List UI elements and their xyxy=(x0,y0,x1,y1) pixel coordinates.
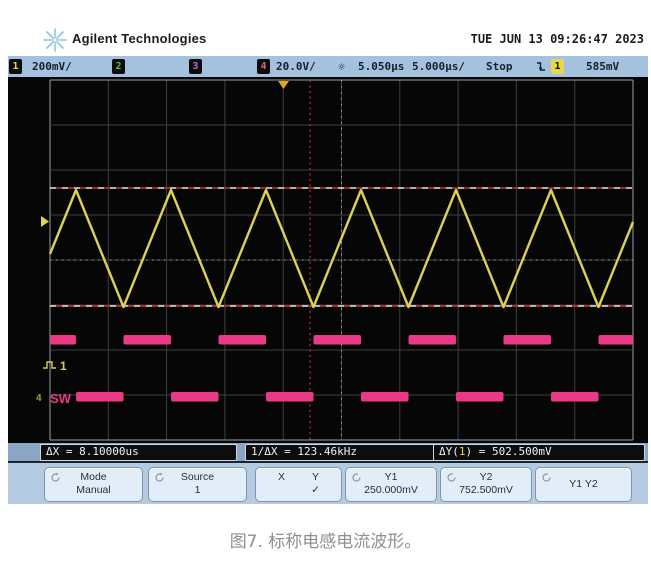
softkey-y2[interactable]: Y2 752.500mV xyxy=(440,467,532,502)
waveform-display: 1 4 SW xyxy=(8,77,648,443)
delta-x-readout: ΔX = 8.10000us xyxy=(40,444,237,461)
softkey-x-label: X xyxy=(277,471,285,483)
softkey-y1y2[interactable]: Y1 Y2 xyxy=(535,467,632,502)
softkey-bar: Mode Manual Source 1 X Y ✓ Y1 250.000mV xyxy=(8,461,648,504)
trigger-position-marker-icon xyxy=(278,81,289,89)
d1-pulses xyxy=(313,335,361,345)
softkey-y1y2-label: Y1 Y2 xyxy=(569,478,598,490)
datetime-text: TUE JUN 13 09:26:47 2023 xyxy=(470,32,644,46)
softkey-y1-value: 250.000mV xyxy=(364,484,418,496)
softkey-source[interactable]: Source 1 xyxy=(148,467,247,502)
knob-icon xyxy=(352,473,361,482)
sw-lane-label: SW xyxy=(50,391,72,406)
ch4-lane-number: 4 xyxy=(36,393,42,404)
sw-pulses xyxy=(171,392,219,402)
measurement-bar: ΔX = 8.10000us 1/ΔX = 123.46kHz ΔY(1) = … xyxy=(8,443,648,461)
sw-pulses xyxy=(266,392,314,402)
figure-caption: 图7. 标称电感电流波形。 xyxy=(229,532,422,552)
delay-readout: 5.050µs xyxy=(358,60,405,73)
inductor-current-trace xyxy=(48,188,635,309)
inv-delta-x-text: 1/ΔX = 123.46kHz xyxy=(251,445,357,458)
softkey-cursor-xy[interactable]: X Y ✓ xyxy=(255,467,342,502)
d1-pulses xyxy=(503,335,551,345)
falling-edge-icon xyxy=(537,62,545,71)
ch4-scale: 20.0V/ xyxy=(276,60,316,73)
d1-pulses xyxy=(123,335,171,345)
trigger-level-readout: 585mV xyxy=(586,60,620,73)
ch1-ground-marker-icon xyxy=(41,216,49,227)
ch1-scale: 200mV/ xyxy=(32,60,72,73)
brand-text: Agilent Technologies xyxy=(72,31,207,46)
knob-icon xyxy=(155,472,164,482)
ch1-badge: 1 xyxy=(9,59,22,74)
y-checkmark-icon: ✓ xyxy=(311,484,320,496)
trigger-source-badge: 1 xyxy=(551,59,564,74)
scope-graticule-canvas: 1 4 SW xyxy=(36,79,635,441)
ch4-badge: 4 xyxy=(257,59,270,74)
delta-x-text: ΔX = 8.10000us xyxy=(46,445,139,458)
softkey-y2-label: Y2 xyxy=(479,471,493,483)
softkey-y-label: Y xyxy=(311,471,319,483)
delta-y-source: 1 xyxy=(458,445,466,458)
timebase-readout: 5.000µs/ xyxy=(412,60,465,73)
status-bar: 1 200mV/ 2 3 4 20.0V/ ☼ 5.050µs 5.000µs/… xyxy=(8,56,648,77)
softkey-source-label: Source xyxy=(180,471,215,483)
ch2-badge: 2 xyxy=(112,59,125,74)
delta-y-readout: ΔY(1) = 502.500mV xyxy=(433,444,645,461)
d1-pulses xyxy=(218,335,266,345)
sw-pulses xyxy=(361,392,409,402)
sw-pulses xyxy=(76,392,124,402)
d1-pulses xyxy=(598,335,633,345)
switch-node-pulses xyxy=(50,335,633,402)
d1-pulses xyxy=(50,335,76,345)
delta-y-prefix: ΔY( xyxy=(439,445,459,458)
knob-icon xyxy=(542,473,551,482)
softkey-y1-label: Y1 xyxy=(384,471,398,483)
d1-pulses xyxy=(408,335,456,345)
ch3-badge: 3 xyxy=(189,59,202,74)
inv-delta-x-readout: 1/ΔX = 123.46kHz xyxy=(245,444,438,461)
scope-header: Agilent Technologies TUE JUN 13 09:26:47… xyxy=(8,25,648,56)
softkey-source-value: 1 xyxy=(194,484,201,496)
softkey-mode-value: Manual xyxy=(76,484,111,496)
digital-lane-label: 1 xyxy=(60,359,67,373)
digital-lane-icon xyxy=(43,361,56,369)
softkey-mode[interactable]: Mode Manual xyxy=(44,467,143,502)
softkey-y2-value: 752.500mV xyxy=(459,484,513,496)
softkey-mode-label: Mode xyxy=(80,471,107,483)
delta-y-suffix: ) = 502.500mV xyxy=(465,445,552,458)
sw-pulses xyxy=(551,392,599,402)
run-state: Stop xyxy=(486,60,513,73)
knob-icon xyxy=(447,473,456,482)
knob-icon xyxy=(51,472,60,482)
softkey-y1[interactable]: Y1 250.000mV xyxy=(345,467,437,502)
sw-pulses xyxy=(456,392,504,402)
brightness-icon: ☼ xyxy=(338,60,346,74)
agilent-logo-icon xyxy=(43,28,67,52)
